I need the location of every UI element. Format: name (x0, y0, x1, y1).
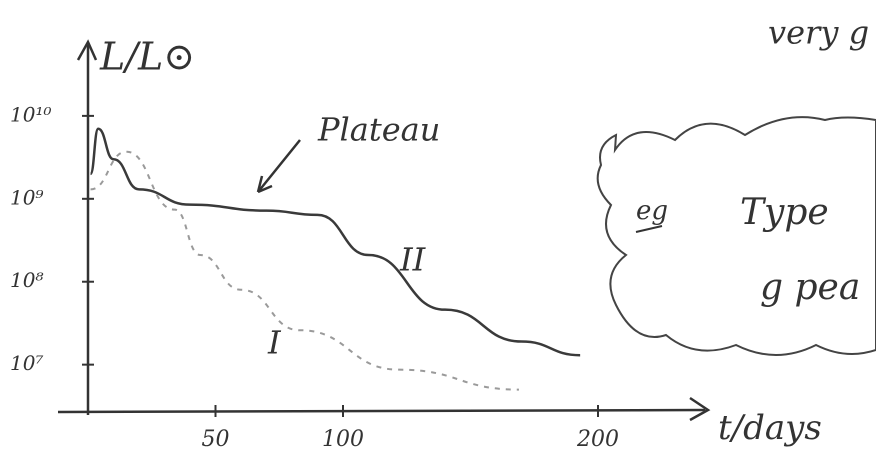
y-tick-label: 10⁸ (10, 268, 43, 292)
y-tick-label: 10¹⁰ (10, 102, 51, 126)
line-series (91, 129, 581, 355)
note: eg (636, 196, 668, 226)
line-series (91, 152, 519, 390)
series-label: I (267, 324, 282, 362)
note: very g (768, 14, 869, 52)
x-tick-label: 50 (202, 427, 230, 452)
note-cloud (598, 117, 876, 355)
annotation-arrow (258, 140, 300, 192)
note: Type (740, 192, 829, 233)
series-label: II (399, 241, 427, 279)
chart: L/L⊙ t/days Plateau very g eg Type g pea… (0, 0, 876, 473)
annotation: Plateau (317, 111, 440, 149)
y-tick-label: 10⁷ (10, 351, 43, 375)
y-axis-label: L/L⊙ (99, 35, 195, 79)
x-axis (58, 410, 705, 412)
note: g pea (760, 267, 860, 308)
x-tick-label: 100 (322, 427, 364, 452)
x-axis-label: t/days (718, 408, 822, 448)
y-tick-label: 10⁹ (10, 185, 43, 209)
note-underline (636, 226, 662, 232)
x-tick-label: 200 (576, 427, 619, 452)
